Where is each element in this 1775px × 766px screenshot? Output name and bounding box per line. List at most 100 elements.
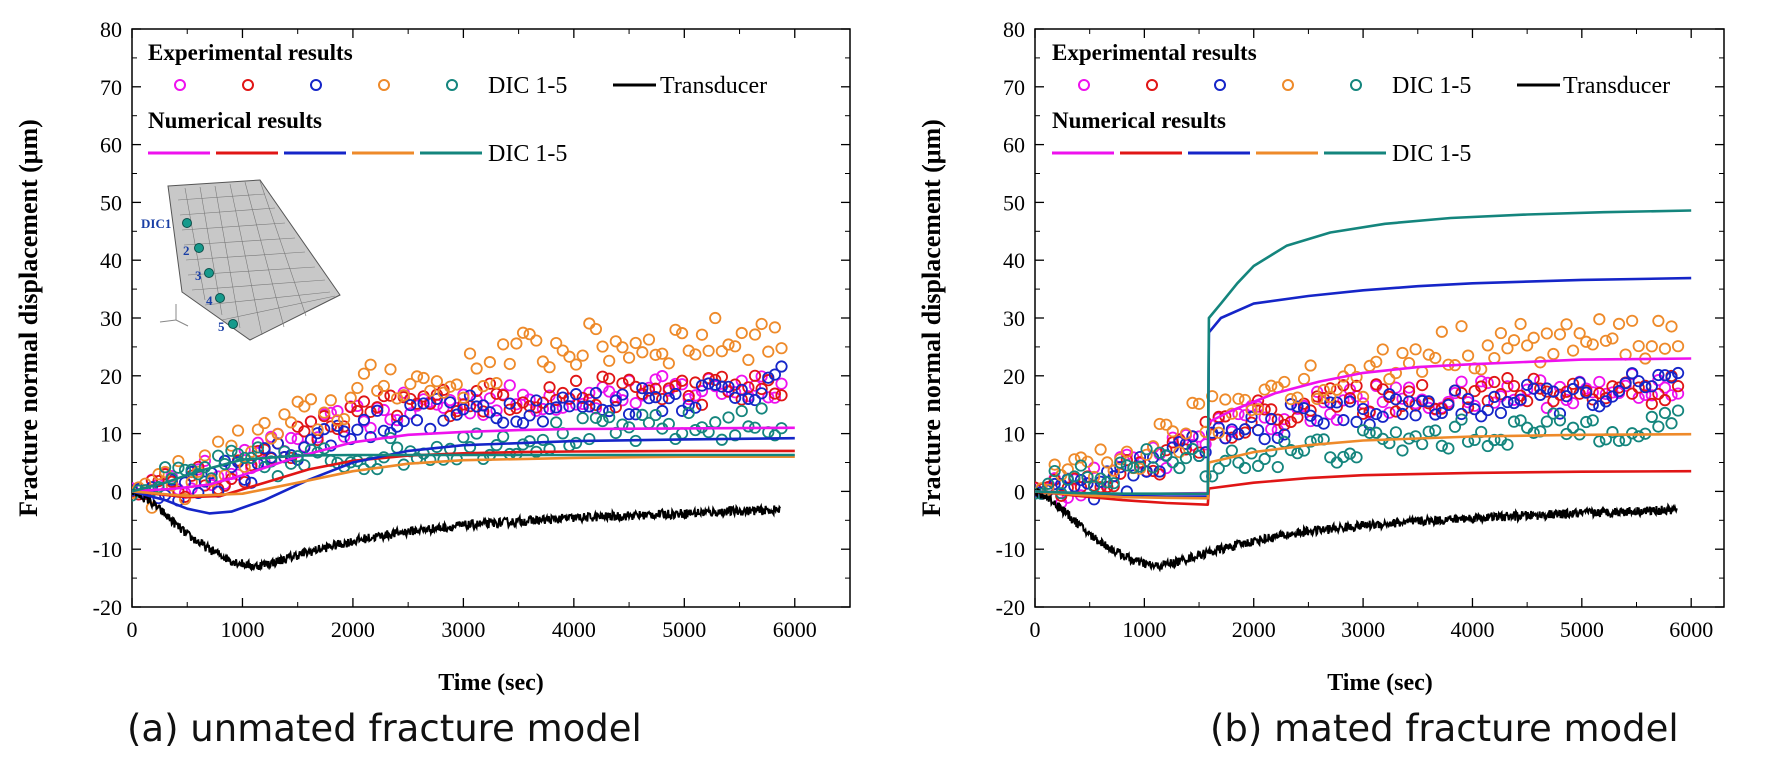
exp-point-1-b [1461, 396, 1475, 409]
exp-point-3-a [649, 391, 662, 404]
exp-point-4-a [636, 346, 649, 359]
exp-point-2-b [1429, 402, 1442, 415]
exp-point-4-b [1265, 379, 1278, 392]
exp-point-2-b [1356, 407, 1370, 420]
exp-point-3-b [1639, 381, 1652, 394]
exp-point-2-a [603, 372, 616, 385]
y-axis-label-b: Fracture normal displacement (μm) [917, 119, 946, 517]
exp-point-2-b [1599, 392, 1612, 405]
exp-point-2-b [1324, 382, 1337, 395]
y-tick-label-a: -10 [93, 537, 122, 562]
exp-point-3-a [344, 432, 357, 446]
exp-point-4-b [1389, 366, 1403, 380]
exp-point-2-b [1481, 394, 1494, 408]
exp-point-2-a [709, 373, 722, 387]
exp-point-4-b [1626, 314, 1639, 327]
exp-point-3-b [1626, 367, 1639, 380]
exp-point-2-a [298, 425, 311, 438]
exp-point-5-b [1671, 404, 1685, 417]
exp-point-3-b [1652, 368, 1665, 382]
exp-point-2-b [1461, 401, 1475, 414]
exp-point-4-a [417, 371, 430, 385]
exp-point-3-a [410, 414, 424, 427]
x-tick-label-a: 1000 [220, 617, 264, 642]
legend-exp-marker-a [310, 79, 322, 91]
legend-exp-marker-a [378, 79, 390, 91]
exp-point-4-a [503, 357, 516, 371]
exp-point-4-a [729, 340, 742, 353]
exp-point-1-b [1671, 387, 1685, 400]
exp-point-4-a [483, 356, 496, 369]
exp-point-4-a [497, 338, 510, 351]
exp-point-5-b [1107, 477, 1120, 490]
exp-point-4-a [397, 389, 410, 402]
exp-point-5-a [755, 402, 768, 415]
exp-point-4-b [1429, 351, 1442, 365]
exp-point-4-b [1120, 445, 1133, 458]
exp-point-5-b [1140, 443, 1153, 456]
exp-point-4-a [762, 345, 775, 358]
exp-point-5-b [1173, 461, 1186, 475]
exp-point-3-b [1127, 469, 1140, 482]
exp-point-5-b [1074, 459, 1088, 472]
exp-point-2-b [1507, 379, 1521, 393]
exp-point-4-b [1573, 327, 1586, 340]
exp-point-3-a [775, 360, 788, 373]
legend-dic-num-label-b: DIC 1-5 [1392, 141, 1471, 167]
legend-exp-marker-a [446, 79, 458, 91]
exp-point-2-b [1645, 397, 1658, 410]
exp-point-3-b [1337, 414, 1350, 427]
exp-point-3-a [371, 404, 384, 417]
exp-point-2-a [675, 374, 689, 387]
exp-point-4-a [344, 391, 357, 404]
exp-point-5-b [1665, 417, 1678, 430]
y-tick-label-b: 0 [1014, 479, 1025, 504]
exp-point-4-a [198, 449, 212, 462]
exp-point-3-a [437, 414, 450, 427]
exp-point-1-b [1396, 392, 1409, 405]
exp-point-3-a [463, 389, 477, 402]
exp-point-2-b [1350, 379, 1363, 393]
y-tick-label-a: 10 [100, 422, 122, 447]
exp-point-4-b [1160, 418, 1173, 431]
exp-point-3-b [1645, 380, 1658, 393]
exp-point-4-a [457, 391, 470, 404]
inset-label-2: 2 [183, 243, 190, 258]
inset-label-4: 4 [206, 293, 213, 308]
exp-point-3-a [642, 392, 656, 405]
exp-point-5-a [729, 429, 742, 442]
exp-point-5-a [689, 423, 702, 437]
exp-point-3-a [682, 399, 695, 412]
exp-point-5-b [1114, 456, 1127, 469]
y-tick-label-a: 40 [100, 248, 122, 273]
exp-point-3-b [1370, 407, 1383, 421]
exp-point-3-b [1422, 395, 1435, 408]
exp-point-2-a [503, 403, 516, 416]
exp-point-2-b [1501, 372, 1514, 385]
exp-point-2-a [516, 396, 530, 409]
exp-point-2-b [1258, 403, 1271, 416]
exp-point-4-a [477, 380, 490, 393]
exp-point-2-b [1238, 426, 1252, 439]
legend-exp-marker-b [1146, 79, 1158, 91]
exp-point-5-a [636, 408, 649, 421]
exp-point-4-b [1350, 370, 1363, 384]
caption-a: (a) unmated fracture model [127, 707, 642, 750]
exp-point-2-b [1304, 404, 1317, 417]
exp-point-5-b [1363, 426, 1376, 439]
exp-point-4-b [1370, 355, 1383, 368]
exp-point-4-a [331, 414, 344, 427]
exp-point-3-a [470, 400, 483, 413]
exp-point-3-a [357, 413, 371, 426]
exp-point-4-b [1652, 314, 1665, 327]
exp-point-5-b [1212, 462, 1225, 475]
exp-point-3-b [1586, 398, 1599, 412]
legend-dic-exp-label-a: DIC 1-5 [488, 73, 567, 99]
exp-point-3-b [1402, 395, 1416, 408]
exp-point-5-b [1199, 470, 1212, 483]
exp-point-1-b [1534, 374, 1547, 387]
exp-point-2-b [1192, 446, 1206, 459]
exp-point-3-a [364, 430, 377, 444]
exp-point-3-a [536, 415, 550, 428]
exp-point-4-a [410, 370, 424, 383]
